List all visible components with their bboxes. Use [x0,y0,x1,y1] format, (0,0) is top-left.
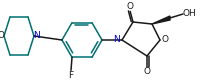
Polygon shape [151,16,169,24]
Text: OH: OH [181,9,195,18]
Text: O: O [143,68,150,77]
Text: N: N [113,36,120,45]
Text: O: O [0,32,4,40]
Text: N: N [34,32,40,40]
Text: O: O [161,36,168,45]
Text: F: F [68,71,73,80]
Text: O: O [126,2,133,11]
